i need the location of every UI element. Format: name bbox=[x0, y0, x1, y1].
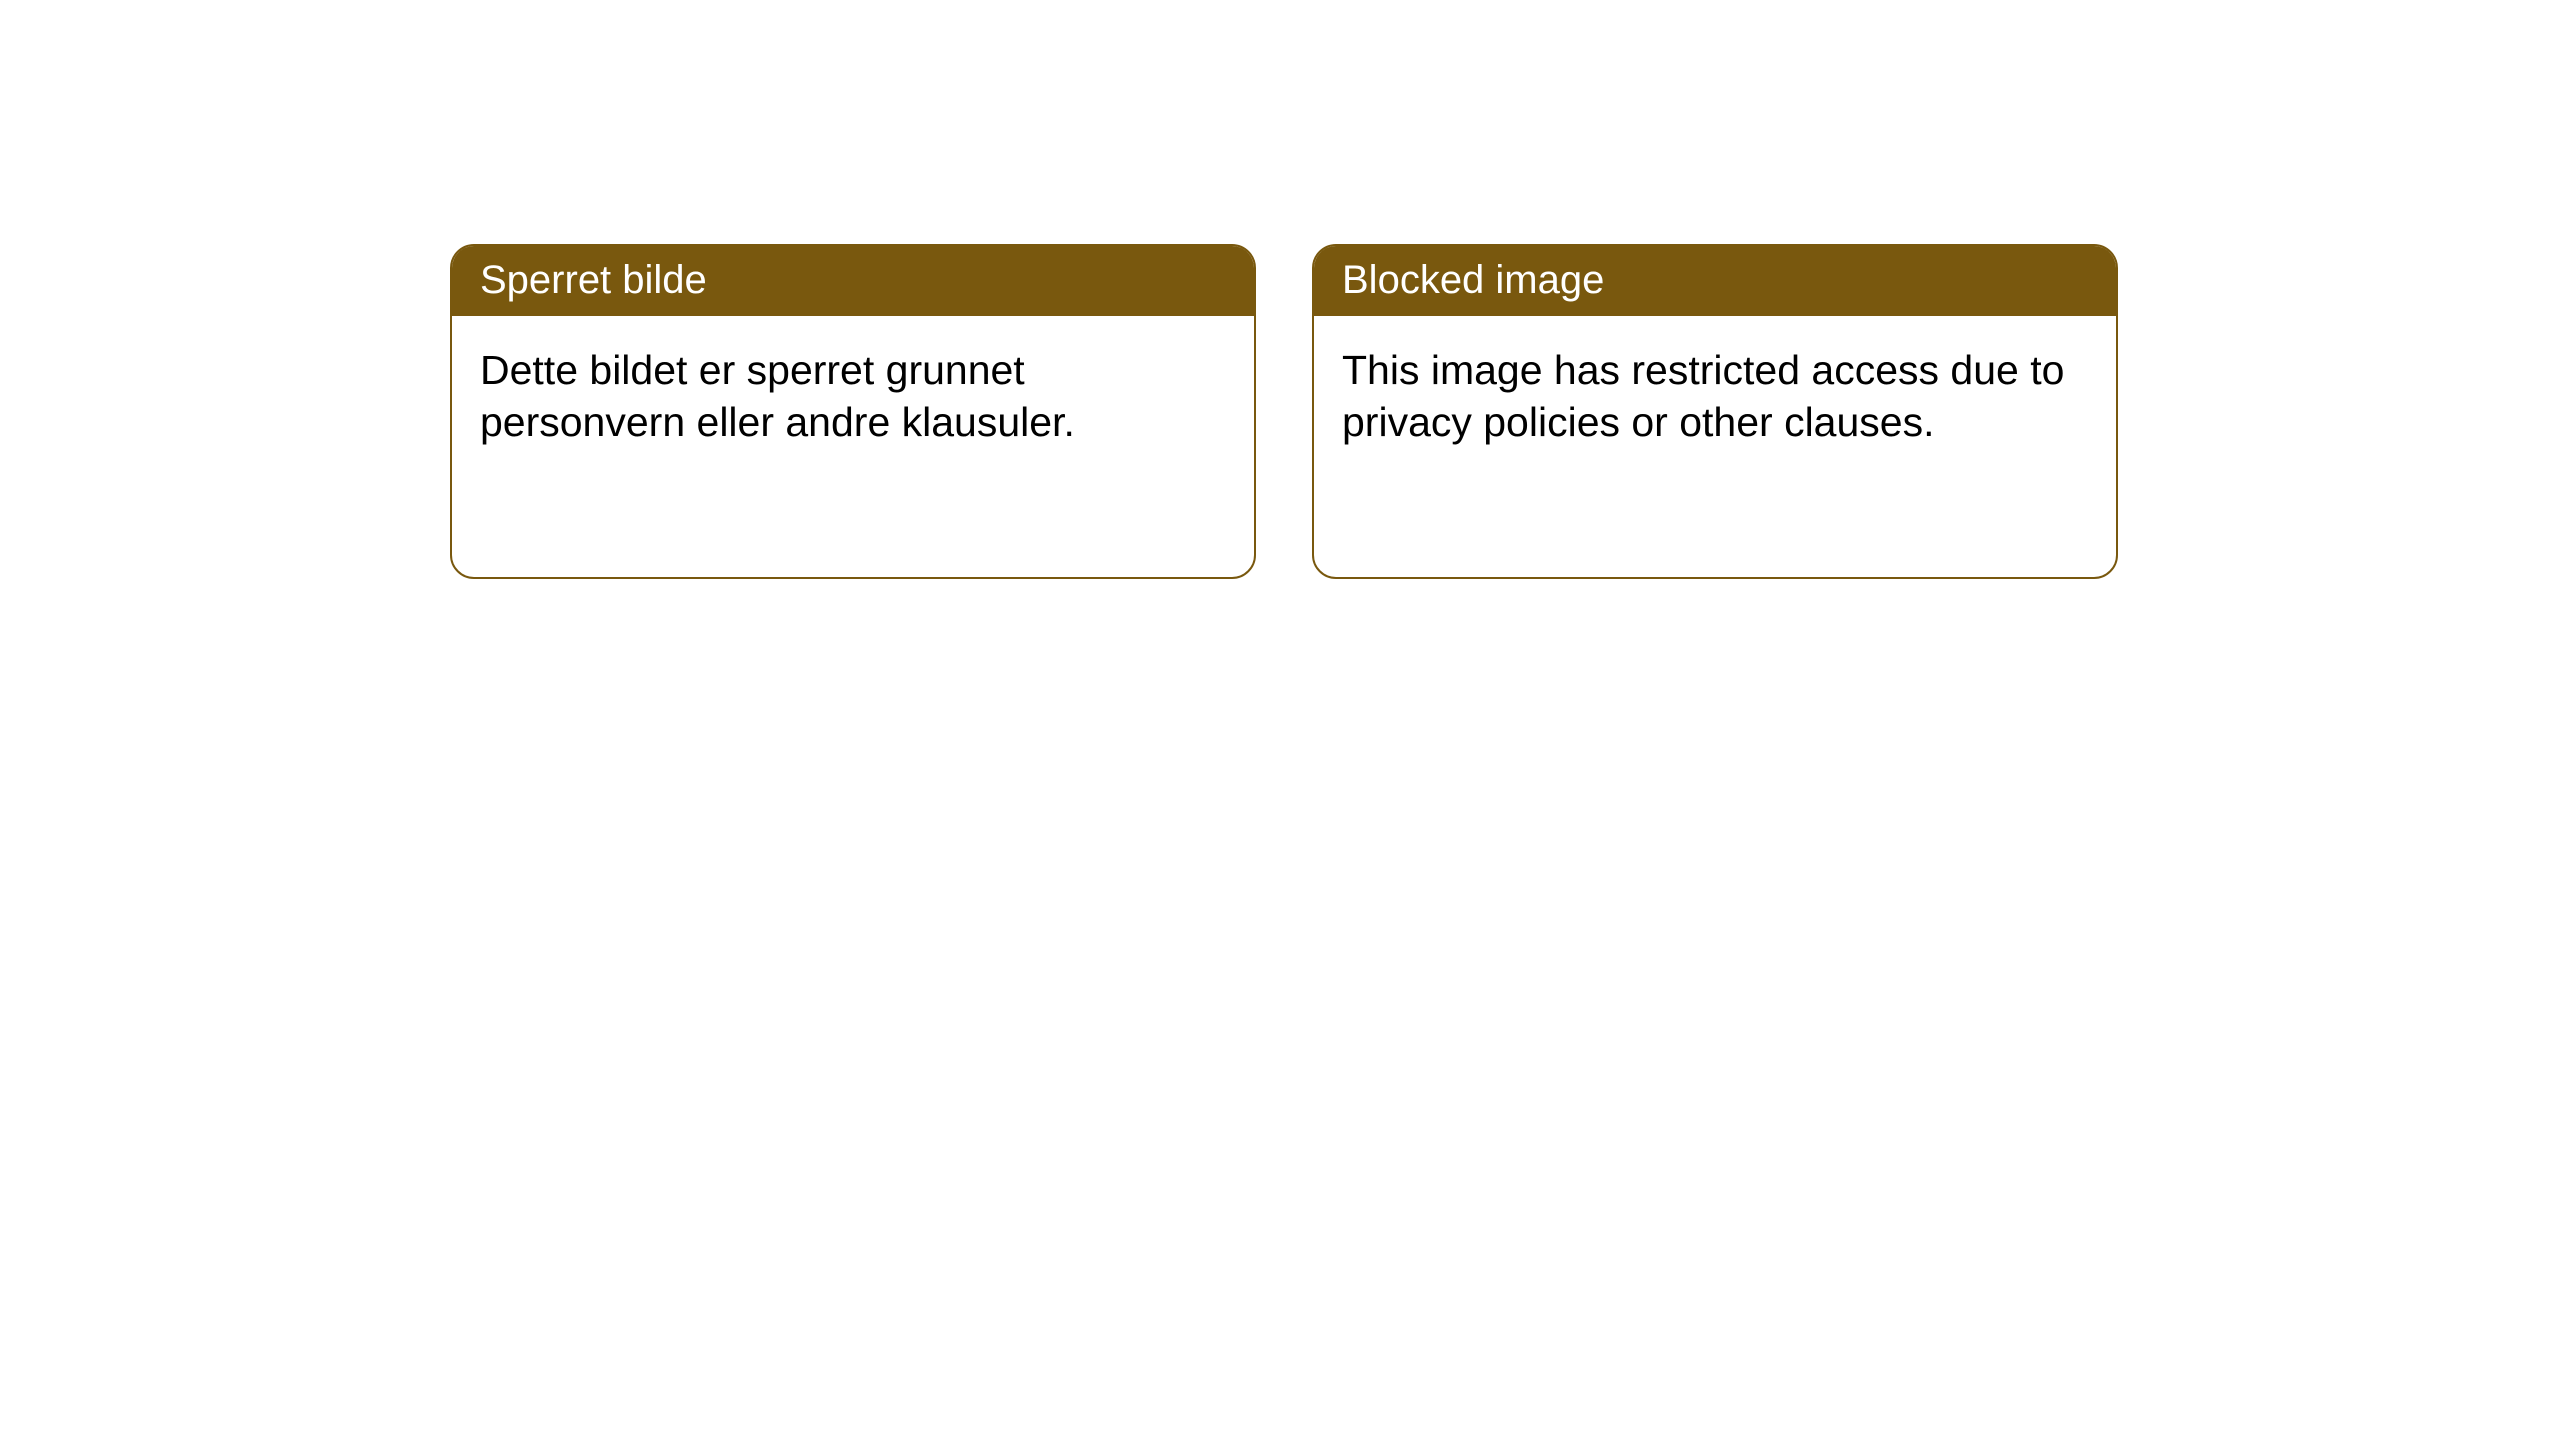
notice-title-no: Sperret bilde bbox=[452, 246, 1254, 316]
notice-body-no: Dette bildet er sperret grunnet personve… bbox=[452, 316, 1254, 477]
notice-title-en: Blocked image bbox=[1314, 246, 2116, 316]
notice-cards-row: Sperret bilde Dette bildet er sperret gr… bbox=[0, 0, 2560, 579]
notice-body-en: This image has restricted access due to … bbox=[1314, 316, 2116, 477]
notice-card-no: Sperret bilde Dette bildet er sperret gr… bbox=[450, 244, 1256, 579]
notice-card-en: Blocked image This image has restricted … bbox=[1312, 244, 2118, 579]
